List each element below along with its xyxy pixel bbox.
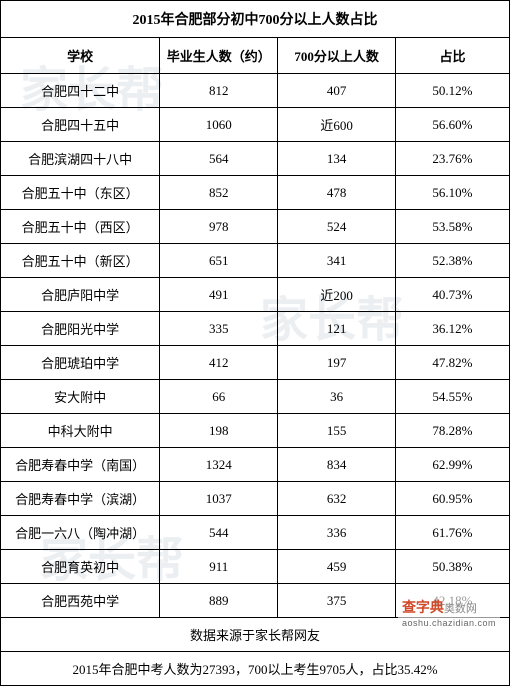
table-row: 合肥寿春中学（南国）132483462.99% [1, 448, 510, 482]
cell-school: 合肥育英初中 [1, 550, 160, 584]
cell-percentage: 56.10% [395, 176, 509, 210]
cell-school: 合肥阳光中学 [1, 312, 160, 346]
cell-percentage: 78.28% [395, 414, 509, 448]
cell-graduates: 1037 [160, 482, 278, 516]
footer-summary-row: 2015年合肥中考人数为27393，700以上考生9705人，占比35.42% [1, 652, 510, 686]
table-row: 合肥五十中（西区）97852453.58% [1, 210, 510, 244]
footer-summary: 2015年合肥中考人数为27393，700以上考生9705人，占比35.42% [1, 652, 510, 686]
cell-percentage: 52.38% [395, 244, 509, 278]
cell-percentage: 62.99% [395, 448, 509, 482]
cell-percentage: 50.38% [395, 550, 509, 584]
cell-school: 合肥五十中（东区） [1, 176, 160, 210]
cell-school: 合肥四十二中 [1, 74, 160, 108]
table-row: 合肥五十中（东区）85247856.10% [1, 176, 510, 210]
logo-url: aoshu.chazidian.com [402, 618, 496, 628]
cell-over700: 524 [278, 210, 396, 244]
table-row: 合肥育英初中91145950.38% [1, 550, 510, 584]
header-over700: 700分以上人数 [278, 38, 396, 74]
cell-over700: 近200 [278, 278, 396, 312]
cell-over700: 197 [278, 346, 396, 380]
table-row: 中科大附中19815578.28% [1, 414, 510, 448]
title-row: 2015年合肥部分初中700分以上人数占比 [1, 1, 510, 38]
cell-percentage: 61.76% [395, 516, 509, 550]
cell-graduates: 491 [160, 278, 278, 312]
cell-graduates: 564 [160, 142, 278, 176]
table-row: 合肥五十中（新区）65134152.38% [1, 244, 510, 278]
header-row: 学校 毕业生人数（约） 700分以上人数 占比 [1, 38, 510, 74]
cell-percentage: 53.58% [395, 210, 509, 244]
table-row: 合肥庐阳中学491近20040.73% [1, 278, 510, 312]
cell-percentage: 50.12% [395, 74, 509, 108]
table-row: 合肥琥珀中学41219747.82% [1, 346, 510, 380]
table-row: 合肥滨湖四十八中56413423.76% [1, 142, 510, 176]
cell-school: 合肥庐阳中学 [1, 278, 160, 312]
source-logo: 查字典奥数网 aoshu.chazidian.com [398, 595, 500, 631]
table-row: 合肥寿春中学（滨湖）103763260.95% [1, 482, 510, 516]
cell-over700: 134 [278, 142, 396, 176]
cell-over700: 155 [278, 414, 396, 448]
cell-school: 合肥五十中（西区） [1, 210, 160, 244]
data-table: 2015年合肥部分初中700分以上人数占比 学校 毕业生人数（约） 700分以上… [0, 0, 510, 686]
table-row: 安大附中663654.55% [1, 380, 510, 414]
cell-over700: 121 [278, 312, 396, 346]
cell-percentage: 23.76% [395, 142, 509, 176]
cell-graduates: 911 [160, 550, 278, 584]
logo-product: 奥数网 [444, 603, 477, 615]
cell-graduates: 544 [160, 516, 278, 550]
cell-school: 合肥琥珀中学 [1, 346, 160, 380]
table-row: 合肥一六八（陶冲湖）54433661.76% [1, 516, 510, 550]
cell-percentage: 47.82% [395, 346, 509, 380]
cell-school: 合肥一六八（陶冲湖） [1, 516, 160, 550]
table-title: 2015年合肥部分初中700分以上人数占比 [1, 1, 510, 38]
cell-over700: 336 [278, 516, 396, 550]
cell-percentage: 60.95% [395, 482, 509, 516]
cell-graduates: 812 [160, 74, 278, 108]
table-row: 合肥四十五中1060近60056.60% [1, 108, 510, 142]
cell-over700: 407 [278, 74, 396, 108]
cell-over700: 近600 [278, 108, 396, 142]
cell-graduates: 412 [160, 346, 278, 380]
table-row: 合肥四十二中81240750.12% [1, 74, 510, 108]
cell-graduates: 1324 [160, 448, 278, 482]
table-row: 合肥阳光中学33512136.12% [1, 312, 510, 346]
cell-over700: 36 [278, 380, 396, 414]
cell-school: 合肥滨湖四十八中 [1, 142, 160, 176]
cell-over700: 478 [278, 176, 396, 210]
cell-over700: 341 [278, 244, 396, 278]
cell-school: 合肥五十中（新区） [1, 244, 160, 278]
cell-percentage: 54.55% [395, 380, 509, 414]
cell-school: 合肥西苑中学 [1, 584, 160, 618]
table-container: 家长帮 家长帮 家长帮 查字典奥数网 aoshu.chazidian.com 2… [0, 0, 510, 686]
cell-graduates: 978 [160, 210, 278, 244]
header-percentage: 占比 [395, 38, 509, 74]
cell-over700: 459 [278, 550, 396, 584]
cell-school: 合肥寿春中学（南国） [1, 448, 160, 482]
cell-percentage: 36.12% [395, 312, 509, 346]
header-school: 学校 [1, 38, 160, 74]
cell-graduates: 66 [160, 380, 278, 414]
cell-over700: 375 [278, 584, 396, 618]
header-graduates: 毕业生人数（约） [160, 38, 278, 74]
cell-over700: 632 [278, 482, 396, 516]
cell-school: 安大附中 [1, 380, 160, 414]
cell-school: 合肥四十五中 [1, 108, 160, 142]
cell-percentage: 40.73% [395, 278, 509, 312]
cell-graduates: 852 [160, 176, 278, 210]
cell-school: 中科大附中 [1, 414, 160, 448]
cell-graduates: 889 [160, 584, 278, 618]
cell-graduates: 198 [160, 414, 278, 448]
cell-over700: 834 [278, 448, 396, 482]
cell-percentage: 56.60% [395, 108, 509, 142]
cell-graduates: 1060 [160, 108, 278, 142]
cell-school: 合肥寿春中学（滨湖） [1, 482, 160, 516]
logo-brand: 查字典 [402, 599, 444, 615]
cell-graduates: 651 [160, 244, 278, 278]
cell-graduates: 335 [160, 312, 278, 346]
